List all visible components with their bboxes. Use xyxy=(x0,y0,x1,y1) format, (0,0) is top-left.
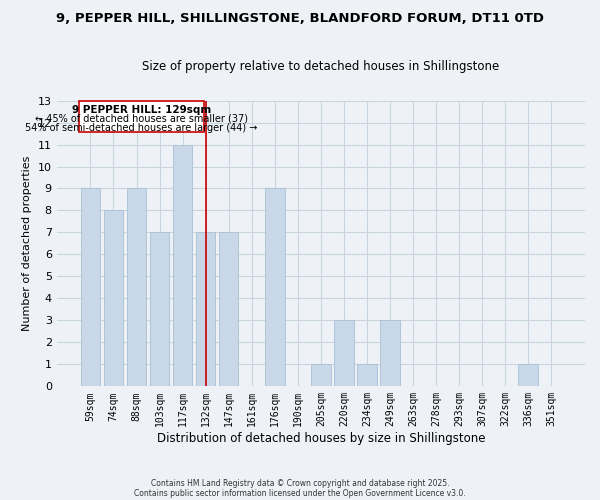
Bar xyxy=(104,210,123,386)
Bar xyxy=(380,320,400,386)
Text: 54% of semi-detached houses are larger (44) →: 54% of semi-detached houses are larger (… xyxy=(25,123,257,133)
Text: 9, PEPPER HILL, SHILLINGSTONE, BLANDFORD FORUM, DT11 0TD: 9, PEPPER HILL, SHILLINGSTONE, BLANDFORD… xyxy=(56,12,544,26)
Bar xyxy=(173,144,193,386)
Bar xyxy=(196,232,215,386)
Text: Contains public sector information licensed under the Open Government Licence v3: Contains public sector information licen… xyxy=(134,489,466,498)
Bar xyxy=(265,188,284,386)
Bar xyxy=(357,364,377,386)
X-axis label: Distribution of detached houses by size in Shillingstone: Distribution of detached houses by size … xyxy=(157,432,485,445)
Y-axis label: Number of detached properties: Number of detached properties xyxy=(22,156,32,331)
Text: ← 45% of detached houses are smaller (37): ← 45% of detached houses are smaller (37… xyxy=(35,114,248,124)
Bar xyxy=(334,320,353,386)
FancyBboxPatch shape xyxy=(79,100,204,132)
Bar xyxy=(127,188,146,386)
Title: Size of property relative to detached houses in Shillingstone: Size of property relative to detached ho… xyxy=(142,60,499,73)
Text: 9 PEPPER HILL: 129sqm: 9 PEPPER HILL: 129sqm xyxy=(72,104,211,115)
Bar xyxy=(150,232,169,386)
Bar xyxy=(311,364,331,386)
Bar xyxy=(518,364,538,386)
Text: Contains HM Land Registry data © Crown copyright and database right 2025.: Contains HM Land Registry data © Crown c… xyxy=(151,479,449,488)
Bar xyxy=(80,188,100,386)
Bar xyxy=(219,232,238,386)
